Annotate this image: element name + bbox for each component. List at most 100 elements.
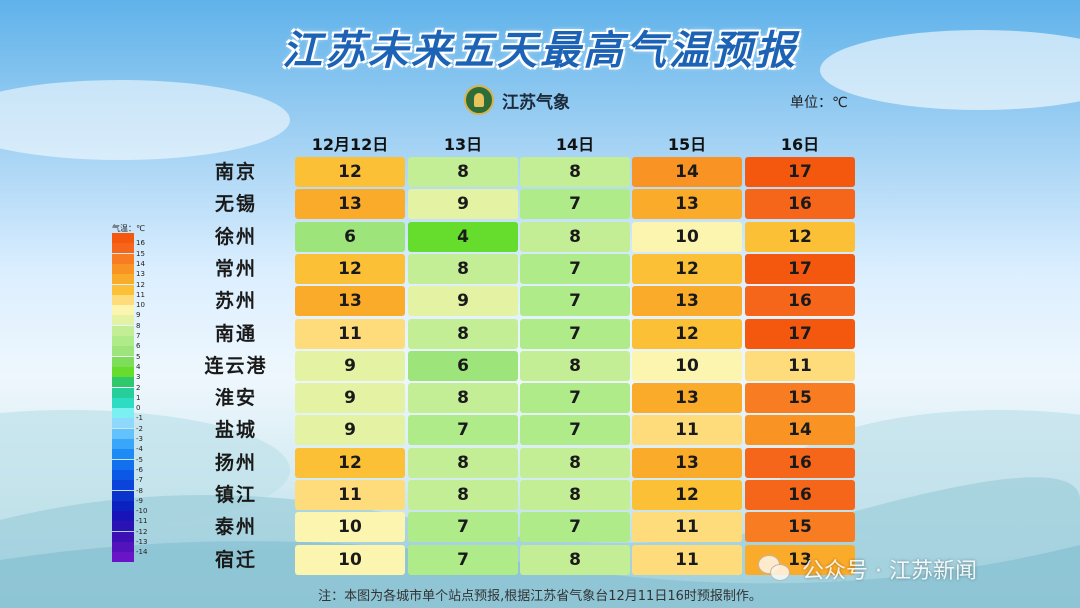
watermark-text: 公众号 · 江苏新闻	[802, 559, 977, 584]
city-label: 徐州	[214, 226, 257, 248]
unit-label: 单位：℃	[790, 95, 848, 111]
temperature-cell: 8	[408, 480, 518, 510]
temperature-cell: 12	[632, 319, 742, 349]
legend-label: -5	[136, 456, 143, 464]
legend-swatch	[112, 295, 134, 305]
temperature-cell: 7	[520, 512, 630, 542]
city-label: 南通	[214, 323, 257, 345]
weather-bureau-emblem-icon	[464, 85, 494, 115]
city-label: 苏州	[214, 290, 257, 312]
legend-swatch	[112, 408, 134, 418]
legend-swatch	[112, 429, 134, 439]
temperature-cell: 8	[408, 157, 518, 187]
legend-label: 15	[136, 250, 145, 258]
column-header: 12月12日	[311, 135, 389, 154]
temperature-cell: 7	[408, 512, 518, 542]
temperature-cell: 7	[520, 286, 630, 316]
temperature-cell: 12	[295, 157, 405, 187]
temperature-cell: 12	[632, 254, 742, 284]
legend-swatch	[112, 460, 134, 470]
logo: 江苏气象	[464, 84, 570, 116]
legend-swatch	[112, 418, 134, 428]
temperature-cell: 13	[632, 286, 742, 316]
legend-label: 11	[136, 291, 145, 299]
city-label: 宿迁	[214, 549, 257, 571]
legend-label: 1	[136, 394, 141, 402]
temperature-cell: 8	[520, 448, 630, 478]
temperature-cell: 11	[632, 545, 742, 575]
legend-label: 4	[136, 363, 141, 371]
legend-swatch	[112, 346, 134, 356]
temperature-cell: 7	[520, 415, 630, 445]
column-header: 16日	[780, 135, 820, 154]
wechat-icon	[758, 555, 792, 583]
legend-swatch	[112, 285, 134, 295]
temperature-cell: 8	[408, 448, 518, 478]
legend-swatch	[112, 377, 134, 387]
legend-label: -8	[136, 487, 143, 495]
legend-label: -2	[136, 425, 143, 433]
temperature-cell: 4	[408, 222, 518, 252]
legend-label: 16	[136, 239, 145, 247]
legend-swatch	[112, 243, 134, 253]
temperature-cell: 16	[745, 480, 855, 510]
city-label: 常州	[214, 258, 257, 280]
column-header: 13日	[443, 135, 483, 154]
legend-label: -3	[136, 435, 143, 443]
legend-swatch	[112, 326, 134, 336]
legend-swatch	[112, 398, 134, 408]
temperature-cell: 12	[745, 222, 855, 252]
temperature-cell: 15	[745, 512, 855, 542]
temperature-cell: 13	[632, 189, 742, 219]
legend-swatch	[112, 254, 134, 264]
legend-label: 5	[136, 353, 141, 361]
legend-swatch	[112, 233, 134, 243]
legend-label: 6	[136, 342, 141, 350]
temperature-cell: 10	[295, 545, 405, 575]
temperature-cell: 11	[745, 351, 855, 381]
temperature-cell: 16	[745, 189, 855, 219]
logo-text: 江苏气象	[502, 92, 570, 113]
legend-swatch	[112, 532, 134, 542]
temperature-cell: 8	[408, 254, 518, 284]
temperature-cell: 7	[520, 383, 630, 413]
legend-label: -12	[136, 528, 148, 536]
temperature-cell: 10	[632, 351, 742, 381]
temperature-cell: 13	[295, 286, 405, 316]
legend-label: 0	[136, 404, 141, 412]
footnote: 注：本图为各城市单个站点预报,根据江苏省气象台12月11日16时预报制作。	[318, 589, 762, 604]
temperature-cell: 12	[295, 448, 405, 478]
legend-swatch	[112, 552, 134, 562]
legend-label: 8	[136, 322, 141, 330]
legend-title: 气温：℃	[112, 224, 145, 233]
temperature-cell: 17	[745, 254, 855, 284]
temperature-cell: 9	[295, 415, 405, 445]
city-label: 盐城	[214, 419, 257, 441]
legend-label: -4	[136, 445, 143, 453]
temperature-cell: 14	[745, 415, 855, 445]
temperature-cell: 11	[632, 512, 742, 542]
city-label: 泰州	[214, 516, 257, 538]
legend-swatch	[112, 336, 134, 346]
temperature-cell: 12	[632, 480, 742, 510]
legend-label: -9	[136, 497, 143, 505]
temperature-cell: 8	[408, 383, 518, 413]
city-label: 无锡	[214, 193, 257, 215]
legend-label: -10	[136, 507, 148, 515]
legend-label: 10	[136, 301, 145, 309]
legend-swatch	[112, 470, 134, 480]
temperature-cell: 9	[408, 286, 518, 316]
legend-label: -14	[136, 548, 148, 556]
watermark: 公众号 · 江苏新闻	[758, 553, 977, 585]
legend-label: 12	[136, 281, 145, 289]
legend-swatch	[112, 501, 134, 511]
temperature-cell: 17	[745, 157, 855, 187]
legend-swatch	[112, 305, 134, 315]
temperature-cell: 8	[408, 319, 518, 349]
temperature-cell: 6	[295, 222, 405, 252]
legend-label: 2	[136, 384, 141, 392]
temperature-cell: 10	[295, 512, 405, 542]
temperature-cell: 9	[408, 189, 518, 219]
temperature-cell: 12	[295, 254, 405, 284]
